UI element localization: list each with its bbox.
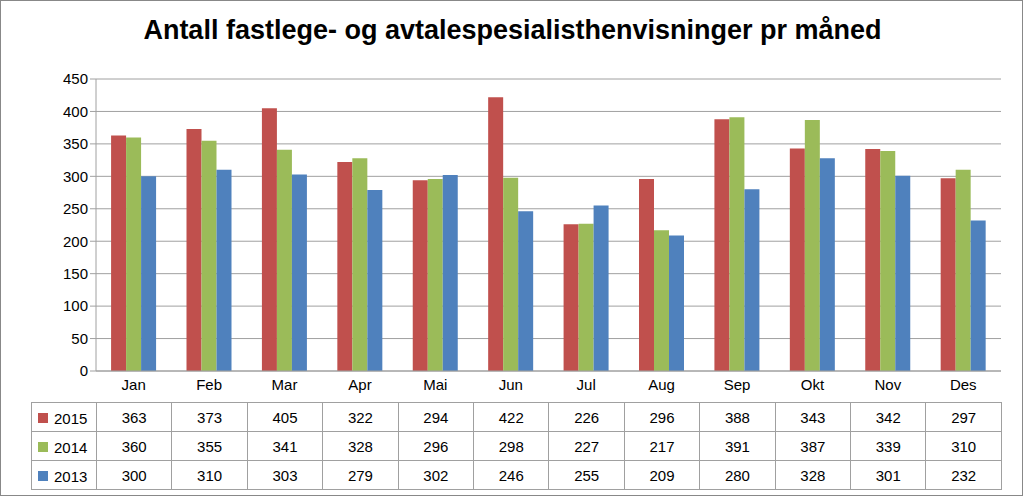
svg-text:350: 350 [63,135,88,152]
html-text:360: 360 [121,437,147,455]
svg-text:100: 100 [63,297,88,314]
svg-text:Sep: Sep [724,376,751,393]
html-text:310: 310 [197,466,223,484]
svg-text:400: 400 [63,103,88,120]
svg-text:50: 50 [71,330,88,347]
svg-text:Apr: Apr [348,376,371,393]
html-text:341: 341 [272,437,298,455]
html-text:301: 301 [875,466,901,484]
html-text:217: 217 [649,437,675,455]
html-text:294: 294 [423,408,449,426]
html-text:2015: 2015 [54,409,88,427]
html-text:303: 303 [272,466,298,484]
svg-text:Okt: Okt [801,376,825,393]
svg-text:Mar: Mar [272,376,298,393]
svg-text:150: 150 [63,265,88,282]
html-text:339: 339 [875,437,901,455]
html-text:280: 280 [724,466,750,484]
html-text:391: 391 [724,437,750,455]
svg-text:Nov: Nov [875,376,902,393]
html-text:297: 297 [951,408,977,426]
svg-text:Feb: Feb [196,376,222,393]
html-text:Antall fastlege- og avtalespes: Antall fastlege- og avtalespesialisthenv… [143,15,882,45]
html-text:232: 232 [951,466,977,484]
html-text:300: 300 [121,466,147,484]
svg-text:300: 300 [63,168,88,185]
svg-text:Jan: Jan [122,376,146,393]
html-text:298: 298 [498,437,524,455]
html-text:2014: 2014 [54,438,88,456]
html-text:363: 363 [121,408,147,426]
html-text:387: 387 [800,437,826,455]
svg-text:Des: Des [950,376,977,393]
html-text:302: 302 [423,466,449,484]
html-text:226: 226 [574,408,600,426]
svg-text:Jul: Jul [577,376,596,393]
html-text:422: 422 [498,408,524,426]
html-text:328: 328 [347,437,373,455]
html-text:328: 328 [800,466,826,484]
svg-text:250: 250 [63,200,88,217]
html-text:296: 296 [423,437,449,455]
html-text:2013: 2013 [54,467,88,485]
html-text:279: 279 [347,466,373,484]
html-text:209: 209 [649,466,675,484]
html-text:322: 322 [347,408,373,426]
svg-text:Aug: Aug [648,376,675,393]
svg-text:Jun: Jun [499,376,523,393]
svg-text:0: 0 [80,362,88,379]
html-text:343: 343 [800,408,826,426]
html-text:227: 227 [574,437,600,455]
svg-text:Mai: Mai [423,376,447,393]
html-text:255: 255 [574,466,600,484]
html-text:405: 405 [272,408,298,426]
svg-text:450: 450 [63,70,88,87]
html-text:246: 246 [498,466,524,484]
html-text:296: 296 [649,408,675,426]
html-text:310: 310 [951,437,977,455]
html-text:355: 355 [197,437,223,455]
html-text:373: 373 [197,408,223,426]
html-text:388: 388 [724,408,750,426]
svg-text:200: 200 [63,233,88,250]
html-text:342: 342 [875,408,901,426]
